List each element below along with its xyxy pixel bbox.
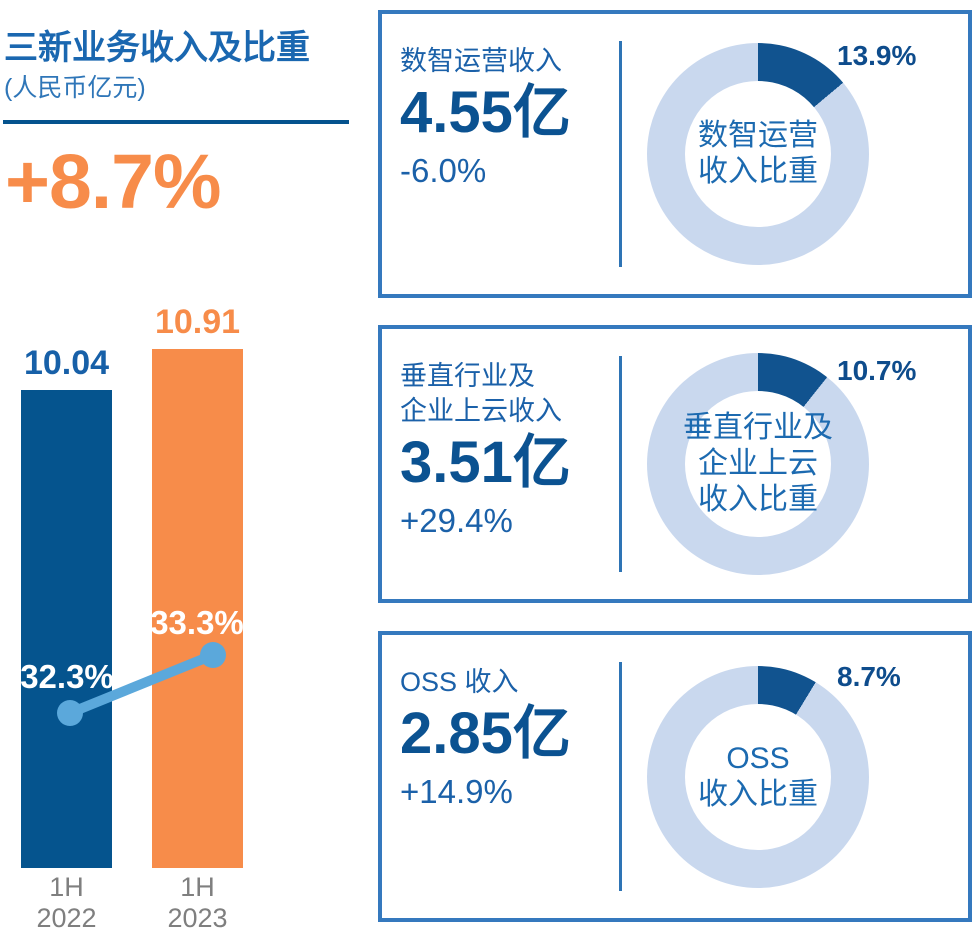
card-oss-text: OSS 收入 2.85亿 +14.9% [400, 665, 571, 811]
donut-vertical-cloud-label-line2: 企业上云 [698, 447, 818, 480]
page-subtitle: (人民币亿元) [4, 74, 146, 102]
donut-digital-operation-label: 数智运营 收入比重 [681, 77, 835, 231]
donut-vertical-cloud-label-line3: 收入比重 [698, 483, 818, 516]
card-digital-operation-title-line1: 数智运营收入 [400, 46, 562, 76]
x-axis-label-2023: 1H 2023 [152, 872, 243, 935]
donut-oss-label: OSS 收入比重 [681, 700, 835, 854]
x-axis-label-2022-line1: 1H [49, 872, 84, 902]
card-oss: OSS 收入 2.85亿 +14.9% OSS 收入比重 8.7% [378, 631, 972, 922]
card-vertical-cloud-title: 垂直行业及 企业上云收入 [400, 359, 571, 429]
bar-column-1h2022: 10.04 [21, 344, 112, 868]
trend-point-2022 [57, 700, 83, 726]
page-title: 三新业务收入及比重 [4, 29, 310, 67]
donut-oss-label-line2: 收入比重 [698, 777, 818, 811]
donut-oss: OSS 收入比重 [647, 665, 869, 888]
share-trend-line [57, 642, 226, 726]
donut-vertical-cloud-pct: 10.7% [837, 355, 917, 386]
card-oss-title-line1: OSS 收入 [400, 667, 519, 697]
card-digital-operation-title: 数智运营收入 [400, 44, 571, 79]
title-divider [3, 120, 349, 124]
card-oss-title: OSS 收入 [400, 665, 571, 700]
x-axis-label-2023-line2: 2023 [167, 903, 228, 934]
bar-value-label-2022: 10.04 [23, 344, 110, 382]
bar-2023 [152, 349, 243, 868]
trend-line-segment [68, 650, 215, 718]
card-vertical-cloud-text: 垂直行业及 企业上云收入 3.51亿 +29.4% [400, 359, 571, 540]
donut-vertical-cloud: 垂直行业及 企业上云 收入比重 [647, 353, 869, 575]
card-vertical-cloud-change: +29.4% [400, 501, 513, 539]
share-pct-label-2022: 32.3% [20, 658, 114, 695]
donut-vertical-cloud-label-line1: 垂直行业及 [683, 411, 833, 444]
bar-column-1h2023: 10.91 [152, 303, 243, 868]
card-oss-revenue: 2.85亿 [400, 701, 571, 767]
card-digital-operation: 数智运营收入 4.55亿 -6.0% 数智运营 收入比重 13.9% [378, 10, 972, 298]
bar-value-label-2023: 10.91 [154, 303, 241, 341]
share-pct-label-2023: 33.3% [150, 604, 244, 641]
donut-digital-operation-label-line1: 数智运营 [698, 119, 818, 152]
card-digital-operation-text: 数智运营收入 4.55亿 -6.0% [400, 44, 571, 190]
donut-oss-label-line1: OSS [726, 741, 790, 775]
x-axis-label-2023-line1: 1H [180, 872, 215, 902]
card-oss-change: +14.9% [400, 772, 513, 810]
card-vertical-cloud-revenue: 3.51亿 [400, 430, 571, 496]
card-oss-divider [619, 662, 622, 891]
card-vertical-cloud-title-line1: 垂直行业及 [400, 361, 535, 391]
card-digital-operation-divider [619, 41, 622, 267]
x-axis-label-2022: 1H 2022 [21, 872, 112, 935]
donut-digital-operation: 数智运营 收入比重 [647, 43, 869, 265]
donut-digital-operation-label-line2: 收入比重 [698, 155, 818, 188]
x-axis-label-2022-line2: 2022 [36, 903, 97, 934]
card-vertical-cloud: 垂直行业及 企业上云收入 3.51亿 +29.4% 垂直行业及 企业上云 收入比… [378, 325, 972, 603]
card-digital-operation-change: -6.0% [400, 151, 487, 189]
total-growth-value: +8.7% [5, 139, 221, 225]
bar-2022 [21, 390, 112, 868]
trend-point-2023 [200, 642, 226, 668]
card-digital-operation-revenue: 4.55亿 [400, 80, 571, 146]
donut-oss-pct: 8.7% [837, 661, 901, 692]
card-vertical-cloud-divider [619, 356, 622, 572]
donut-digital-operation-pct: 13.9% [837, 40, 917, 71]
donut-vertical-cloud-label: 垂直行业及 企业上云 收入比重 [681, 387, 835, 541]
card-vertical-cloud-title-line2: 企业上云收入 [400, 396, 562, 427]
